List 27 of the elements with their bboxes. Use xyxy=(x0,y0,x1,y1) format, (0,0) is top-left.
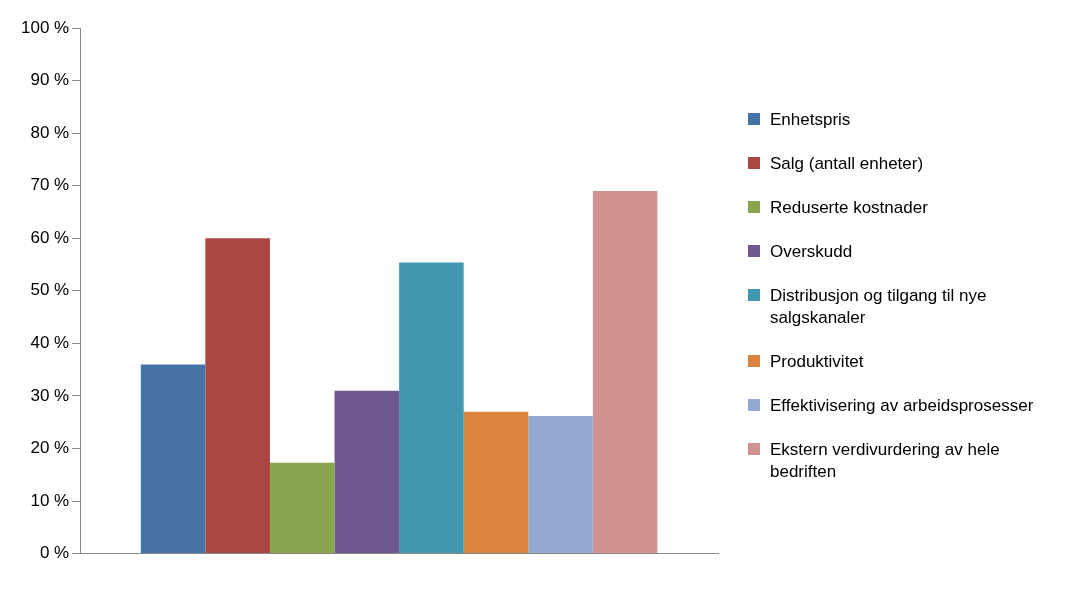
bar xyxy=(528,415,593,554)
y-tick-label: 90 % xyxy=(30,70,70,90)
legend-label: Effektivisering av arbeidsprosesser xyxy=(770,395,1034,417)
y-tick-label: 40 % xyxy=(30,333,70,353)
legend-label: Produktivitet xyxy=(770,351,864,373)
legend-label: Overskudd xyxy=(770,241,853,263)
y-tick-label: 60 % xyxy=(30,227,70,247)
y-tick-label: 10 % xyxy=(30,490,70,510)
y-tick-label: 70 % xyxy=(30,175,70,195)
bar xyxy=(399,262,464,554)
legend-label: Distribusjon og tilgang til nye salgskanaler xyxy=(770,285,988,329)
y-tick-label: 80 % xyxy=(30,122,70,142)
y-tick-label: 50 % xyxy=(30,280,70,300)
legend-label: Salg (antall enheter) xyxy=(770,153,924,175)
bar xyxy=(463,411,529,554)
y-tick-label: 20 % xyxy=(30,438,70,458)
bar xyxy=(269,462,335,554)
legend-label: Reduserte kostnader xyxy=(770,197,928,219)
bar xyxy=(592,190,658,554)
y-tick-label: 30 % xyxy=(30,385,70,405)
legend-label: Enhetspris xyxy=(770,109,851,131)
bar xyxy=(334,390,400,554)
y-tick-label: 100 % xyxy=(21,17,70,37)
bar xyxy=(205,238,270,554)
y-tick-label: 0 % xyxy=(39,543,70,563)
legend-label: Ekstern verdivurdering av hele bedriften xyxy=(770,439,1001,483)
bar xyxy=(140,364,206,554)
